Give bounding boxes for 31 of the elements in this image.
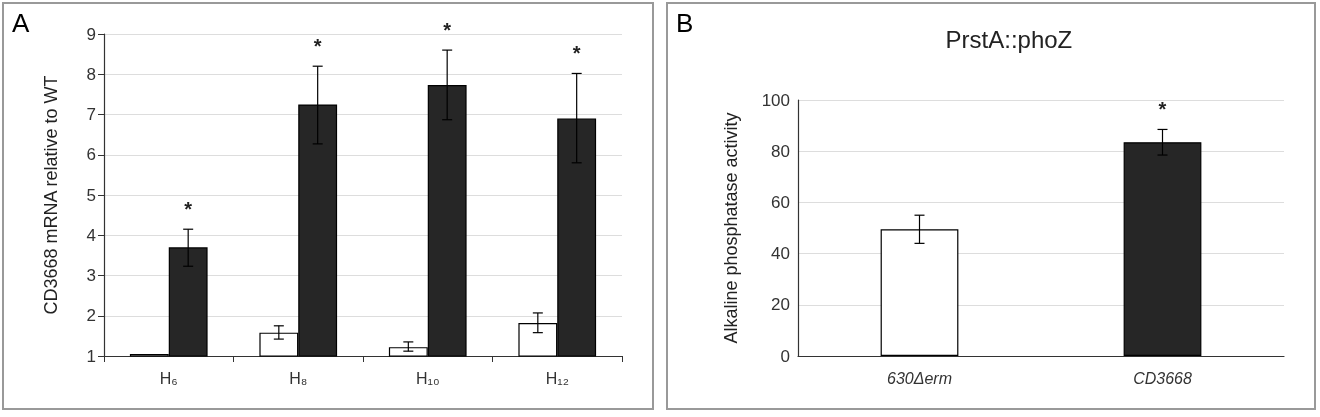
y-tick-label: 1 [86,346,96,366]
y-tick-label: 6 [86,145,96,165]
y-tick-label: 3 [86,266,96,285]
y-tick-label: 7 [86,105,96,124]
y-tick-label: 5 [86,185,96,205]
annotation: * [443,19,452,42]
y-axis-title: Alkaline phosphatase activity [721,112,741,344]
y-tick-label: 0 [780,346,790,366]
chart-title: PrstA::phoZ [945,25,1073,53]
x-tick-label: H₆ [159,369,178,387]
annotation: * [1158,98,1167,121]
text: B [676,8,694,38]
y-tick-label: 80 [771,141,790,161]
y-tick-label: 40 [771,244,790,264]
x-tick-label: H₁₂ [545,369,569,387]
y-tick-label: 4 [86,225,96,245]
y-axis-title: CD3668 mRNA relative to WT [41,75,61,315]
y-tick-label: 8 [86,64,96,84]
y-tick-label: 60 [771,192,790,212]
y-tick-label: 2 [86,306,96,326]
text: A [12,8,30,38]
x-tick-label: CD3668 [1133,369,1192,387]
annotation: * [184,198,193,221]
y-tick-label: 20 [771,295,790,315]
x-tick-label: H₈ [289,369,308,387]
y-tick-label: 100 [761,90,790,110]
x-tick-label: H₁₀ [415,369,440,387]
y-tick-label: 9 [86,24,96,44]
x-tick-label: 630Δerm [887,369,952,387]
annotation: * [572,42,581,65]
annotation: * [313,35,322,58]
